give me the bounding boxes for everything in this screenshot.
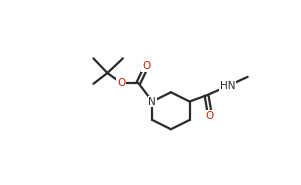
Text: O: O [206, 111, 214, 121]
Text: HN: HN [220, 81, 235, 91]
Text: O: O [117, 78, 126, 88]
Text: N: N [148, 97, 156, 107]
Text: O: O [142, 61, 150, 71]
